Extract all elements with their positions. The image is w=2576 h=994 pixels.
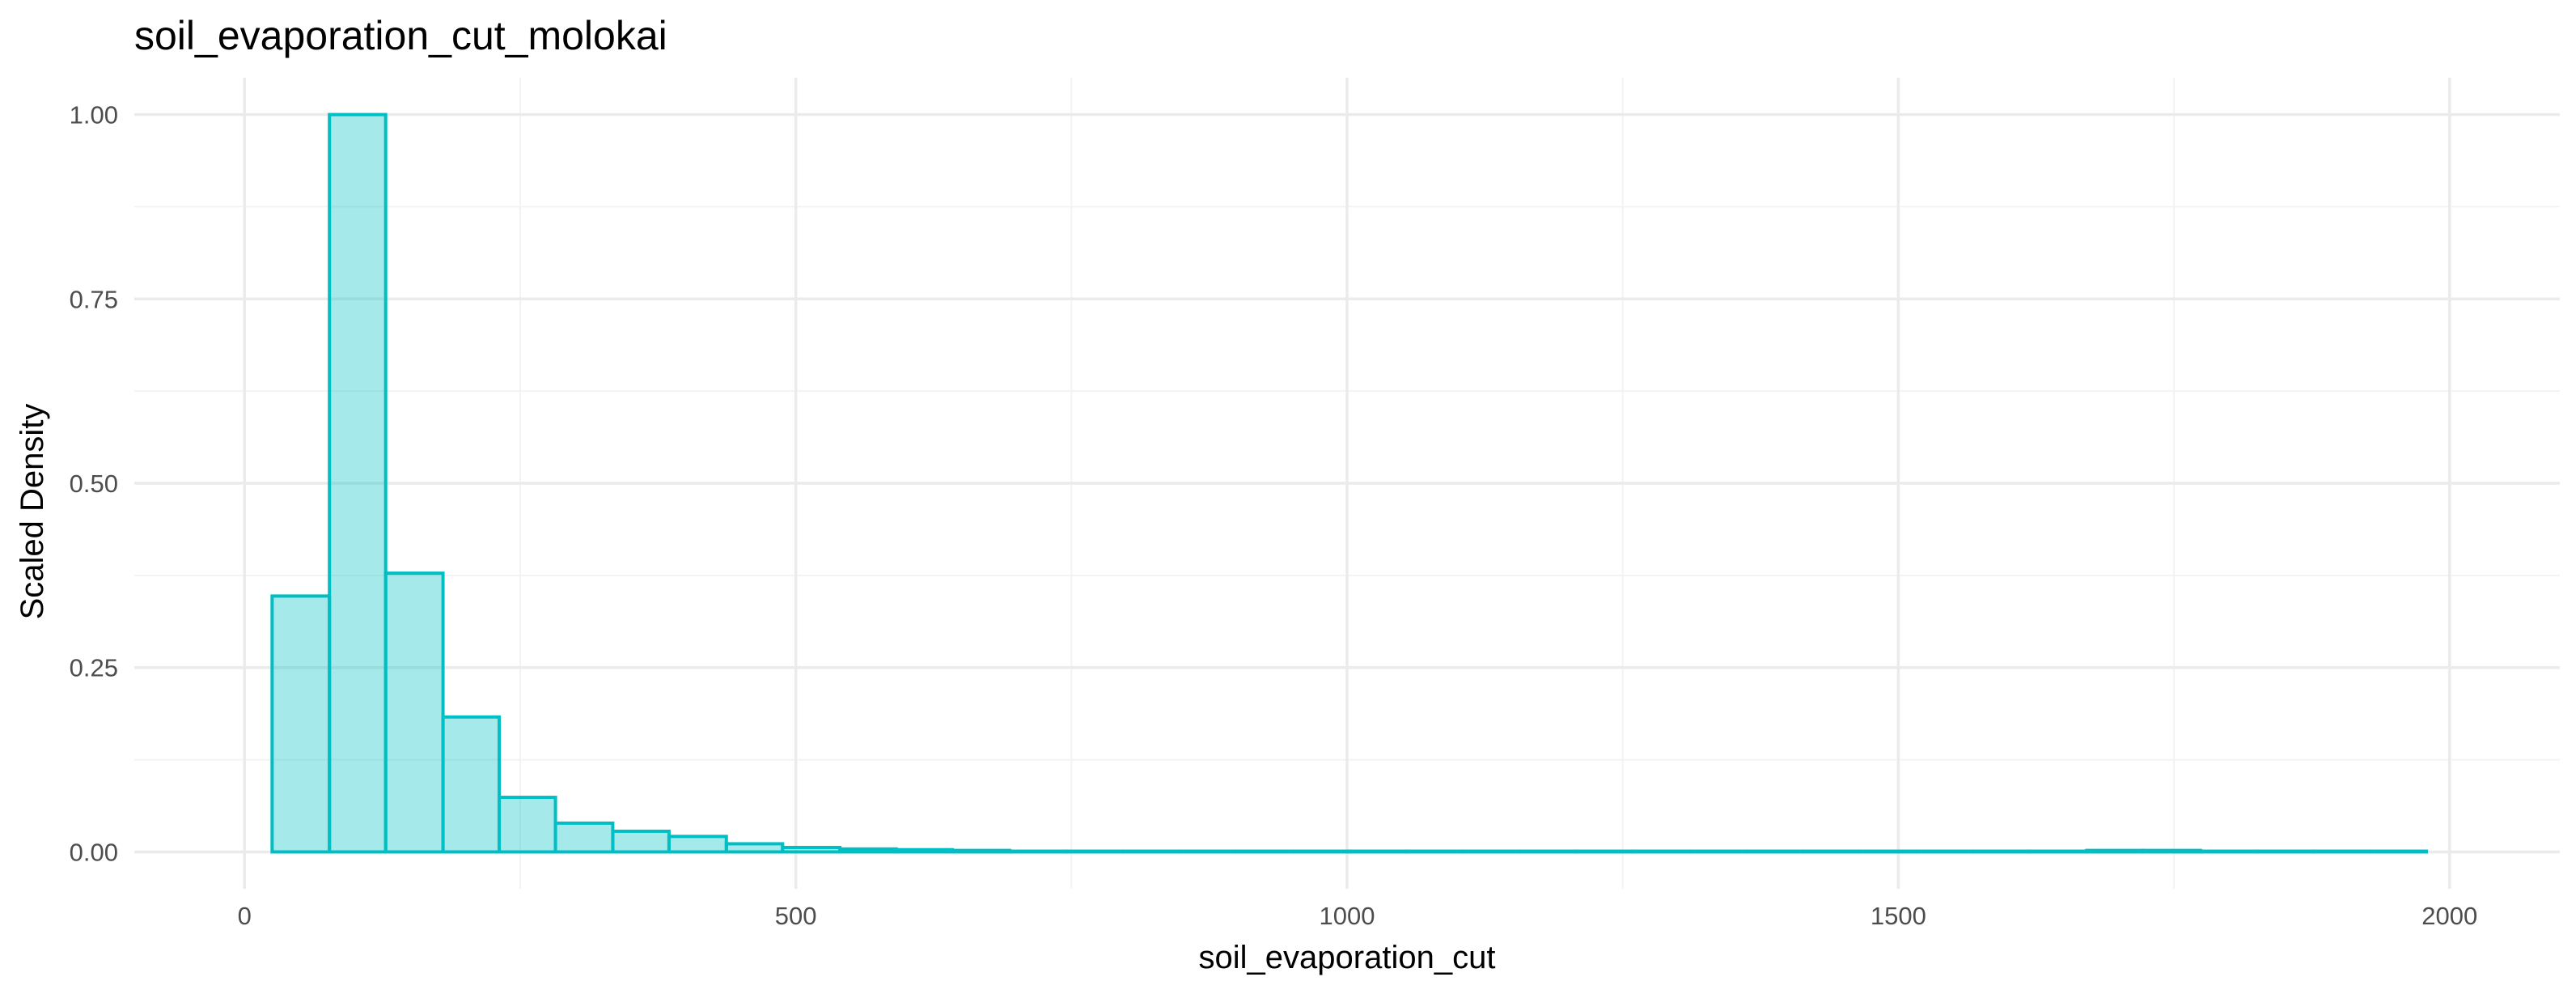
x-tick-label: 1500 bbox=[1871, 902, 1926, 930]
histogram-bar bbox=[611, 829, 671, 854]
y-tick-label: 0.00 bbox=[70, 838, 118, 866]
histogram-bar bbox=[781, 845, 842, 854]
histogram-bar bbox=[838, 847, 898, 854]
x-axis-title: soil_evaporation_cut bbox=[1199, 940, 1496, 975]
y-tick-label: 0.50 bbox=[70, 469, 118, 498]
y-tick-label: 0.25 bbox=[70, 654, 118, 682]
histogram-bar bbox=[498, 796, 557, 854]
x-axis-ticks: 0 500 1000 1500 2000 bbox=[238, 902, 2478, 930]
chart-title: soil_evaporation_cut_molokai bbox=[134, 13, 667, 58]
x-tick-label: 2000 bbox=[2421, 902, 2477, 930]
histogram-bar bbox=[894, 847, 955, 854]
histogram-bar bbox=[553, 821, 615, 854]
x-tick-label: 500 bbox=[775, 902, 817, 930]
histogram-bars bbox=[270, 113, 2429, 854]
y-tick-label: 1.00 bbox=[70, 101, 118, 130]
histogram-bar bbox=[328, 113, 388, 854]
y-axis-title: Scaled Density bbox=[15, 404, 50, 620]
histogram-bar bbox=[667, 835, 728, 854]
x-tick-label: 0 bbox=[238, 902, 252, 930]
histogram-bar bbox=[441, 715, 502, 854]
histogram-bar bbox=[270, 594, 332, 854]
histogram-bar bbox=[383, 571, 445, 854]
histogram-bar bbox=[951, 848, 1012, 854]
histogram-bar bbox=[2141, 848, 2202, 854]
histogram-bar bbox=[2085, 848, 2145, 854]
y-tick-label: 0.75 bbox=[70, 285, 118, 313]
x-tick-label: 1000 bbox=[1320, 902, 1375, 930]
histogram-bar bbox=[724, 842, 785, 854]
y-axis-ticks: 0.00 0.25 0.50 0.75 1.00 bbox=[70, 101, 118, 867]
